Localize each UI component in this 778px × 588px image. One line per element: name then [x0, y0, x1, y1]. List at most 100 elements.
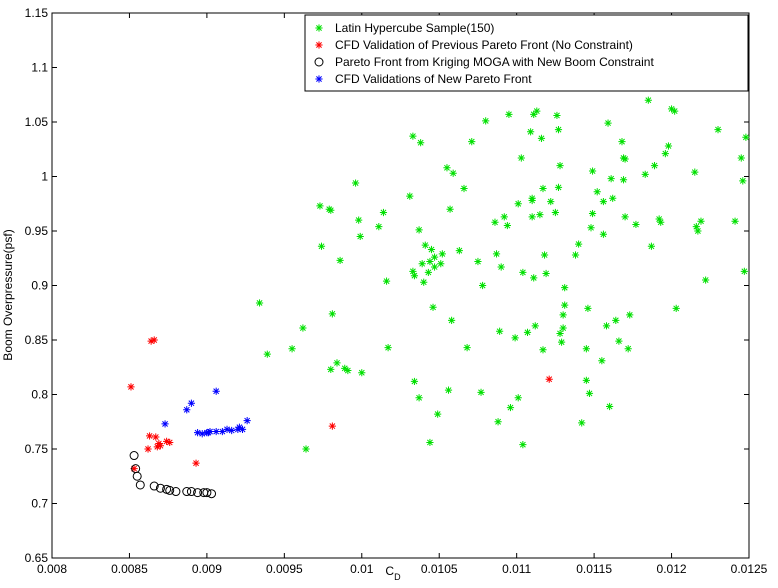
- data-point: [235, 423, 244, 431]
- data-point: [193, 488, 203, 498]
- data-point: [547, 197, 555, 206]
- data-point: [632, 220, 640, 229]
- data-point: [429, 303, 437, 311]
- data-point: [539, 184, 547, 193]
- data-point: [540, 251, 549, 259]
- data-point: [415, 226, 423, 234]
- data-point: [127, 383, 135, 391]
- data-point: [650, 162, 659, 170]
- data-point: [449, 169, 457, 177]
- data-point: [491, 218, 499, 226]
- data-point: [382, 277, 391, 285]
- data-point: [599, 197, 608, 206]
- y-tick-label: 0.85: [25, 333, 49, 347]
- y-tick-label: 0.75: [25, 442, 49, 456]
- data-point: [147, 337, 155, 345]
- data-point: [187, 399, 195, 407]
- data-point: [427, 245, 436, 254]
- data-point: [478, 281, 487, 290]
- data-point: [460, 184, 468, 193]
- data-point: [514, 200, 522, 208]
- legend-label: CFD Validation of Previous Pareto Front …: [335, 38, 633, 52]
- data-point: [557, 338, 566, 346]
- data-point: [156, 442, 165, 450]
- data-point: [671, 107, 679, 115]
- data-point: [192, 459, 200, 467]
- data-point: [327, 206, 335, 214]
- plot-frame: [51, 12, 750, 559]
- data-point: [599, 230, 608, 238]
- data-point: [155, 483, 165, 493]
- data-point: [288, 345, 296, 353]
- data-point: [328, 310, 336, 318]
- data-point: [578, 419, 586, 427]
- data-point: [327, 365, 335, 374]
- data-point: [328, 422, 336, 430]
- data-point: [351, 179, 360, 187]
- x-tick-label: 0.009: [192, 562, 222, 576]
- series-0: [255, 96, 750, 453]
- data-point: [430, 263, 439, 271]
- data-point: [615, 337, 623, 345]
- data-point: [415, 394, 423, 402]
- data-point: [554, 183, 563, 191]
- y-tick-label: 0.65: [25, 551, 49, 565]
- data-point: [317, 242, 326, 250]
- data-point: [667, 105, 676, 113]
- data-point: [186, 487, 196, 497]
- data-point: [528, 196, 536, 205]
- x-tick-label: 0.011: [502, 562, 531, 576]
- data-point: [533, 107, 541, 115]
- data-point: [621, 213, 629, 221]
- data-point: [130, 465, 138, 473]
- legend: Latin Hypercube Sample(150) CFD Validatio…: [304, 14, 749, 92]
- data-point: [584, 304, 592, 312]
- data-point: [514, 394, 522, 402]
- data-point: [418, 260, 426, 268]
- data-point: [344, 366, 352, 375]
- x-tick-label: 0.01: [350, 562, 374, 576]
- data-point: [129, 451, 139, 461]
- data-point: [171, 487, 181, 497]
- data-point: [731, 217, 739, 225]
- data-point: [500, 213, 508, 221]
- data-point: [420, 278, 428, 286]
- data-point: [341, 364, 349, 372]
- data-point: [536, 211, 544, 219]
- data-point: [356, 232, 364, 241]
- y-tick-label: 0.8: [31, 388, 48, 402]
- data-point: [152, 433, 160, 441]
- data-point: [144, 445, 152, 453]
- data-point: [657, 218, 665, 226]
- data-point: [644, 96, 652, 104]
- data-point: [694, 227, 702, 235]
- data-point: [598, 357, 606, 365]
- data-point: [316, 202, 324, 210]
- axes: 0.008 0.0085 0.009 0.0095 0.01 0.0105 0.011 0.0…: [25, 6, 768, 576]
- data-point: [740, 267, 748, 275]
- data-point: [375, 223, 383, 231]
- data-point: [641, 170, 649, 178]
- data-point: [434, 410, 442, 418]
- data-point: [519, 268, 527, 277]
- data-point: [561, 301, 569, 309]
- data-point: [198, 430, 206, 438]
- data-point: [602, 322, 611, 330]
- data-point: [410, 377, 419, 386]
- data-point: [647, 242, 656, 250]
- data-point: [165, 485, 175, 495]
- x-tick-label: 0.0115: [576, 562, 612, 576]
- data-point: [607, 175, 615, 183]
- legend-label: Latin Hypercube Sample(150): [335, 21, 494, 35]
- x-axis-title: CD: [385, 564, 401, 582]
- data-point: [612, 316, 620, 324]
- data-point: [183, 406, 191, 414]
- data-point: [531, 322, 539, 330]
- data-point: [410, 272, 419, 280]
- data-point: [132, 471, 142, 481]
- data-point: [149, 481, 159, 491]
- data-point: [494, 418, 502, 426]
- data-point: [438, 250, 446, 258]
- series-2: [129, 451, 217, 499]
- data-point: [517, 154, 525, 162]
